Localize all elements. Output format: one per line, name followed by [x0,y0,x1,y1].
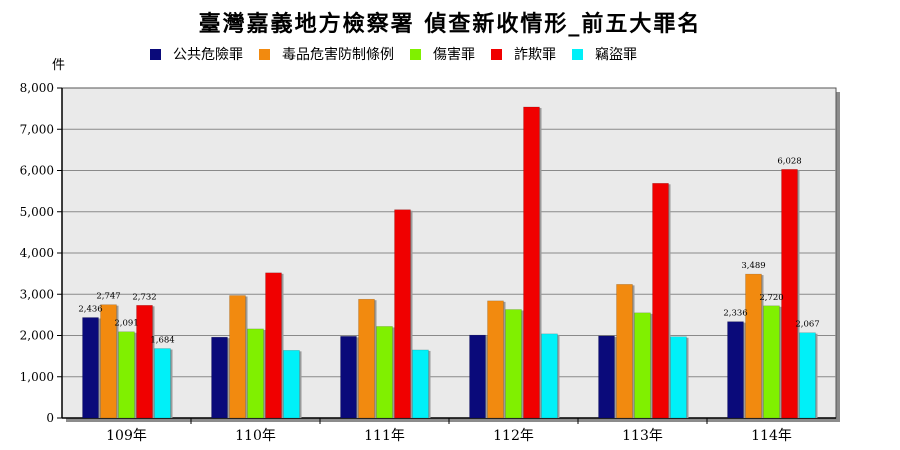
bar [745,273,762,419]
legend-swatch [410,48,421,60]
y-tick-label: 0 [46,411,54,425]
bar [229,295,246,419]
y-tick-label: 8,000 [20,81,54,95]
x-tick-label: 112年 [493,428,534,444]
y-tick-label: 2,000 [20,329,54,343]
data-label: 2,436 [78,305,102,315]
bar [136,305,153,419]
bar [376,326,393,419]
legend-swatch [150,48,161,60]
x-tick-label: 111年 [364,428,405,444]
data-label: 2,067 [795,320,819,330]
bar [100,304,117,419]
bar [616,284,633,419]
bar [598,335,615,419]
x-tick-label: 114年 [751,428,792,444]
bar [505,309,522,419]
y-tick-label: 5,000 [20,205,54,219]
bar [82,317,99,419]
bar [118,331,135,419]
bar [211,336,228,419]
data-label: 2,747 [96,292,120,302]
bar [634,312,651,419]
y-tick-label: 7,000 [20,122,54,136]
legend-item-drugs: 毒品危害防制條例 [259,44,394,64]
chart-title: 臺灣嘉義地方檢察署 偵查新收情形_前五大罪名 [198,11,702,37]
data-label: 2,732 [132,292,156,302]
bar [523,106,540,419]
bar [154,348,171,419]
legend-item-public-danger: 公共危險罪 [150,44,243,64]
legend-item-fraud: 詐欺罪 [491,44,556,64]
legend-label: 竊盜罪 [595,47,637,63]
y-tick-label: 4,000 [20,246,54,260]
data-label: 2,336 [723,309,747,319]
x-tick-label: 109年 [106,428,147,444]
data-label: 2,091 [114,319,138,329]
bar [781,169,798,419]
legend-swatch [491,48,502,60]
bar [283,350,300,419]
bar [358,298,375,419]
bar [469,334,486,419]
y-tick-label: 3,000 [20,287,54,301]
legend-item-theft: 竊盜罪 [572,44,637,64]
bar [763,305,780,419]
y-tick-label: 1,000 [20,370,54,384]
legend-swatch [259,48,270,60]
x-tick-label: 110年 [235,428,276,444]
y-axis-unit-label: 件 [52,58,66,73]
legend-label: 詐欺罪 [514,47,556,63]
bar [799,332,816,419]
bar [727,321,744,419]
legend-label: 毒品危害防制條例 [282,47,394,63]
bar [670,336,687,419]
data-label: 1,684 [150,336,174,346]
legend: 公共危險罪 毒品危害防制條例 傷害罪 詐欺罪 竊盜罪 [150,44,653,64]
data-label: 3,489 [741,261,765,271]
bar [487,300,504,419]
bar [247,328,264,419]
data-label: 2,720 [759,293,783,303]
bar [412,349,429,419]
legend-label: 公共危險罪 [173,47,243,63]
y-tick-label: 6,000 [20,164,54,178]
data-label: 6,028 [777,156,801,166]
bar [265,272,282,419]
bar [340,336,357,419]
bar [394,209,411,419]
legend-swatch [572,48,583,60]
bar [652,183,669,419]
legend-item-injury: 傷害罪 [410,44,475,64]
bar [541,333,558,419]
x-tick-label: 113年 [622,428,663,444]
legend-label: 傷害罪 [433,47,475,63]
